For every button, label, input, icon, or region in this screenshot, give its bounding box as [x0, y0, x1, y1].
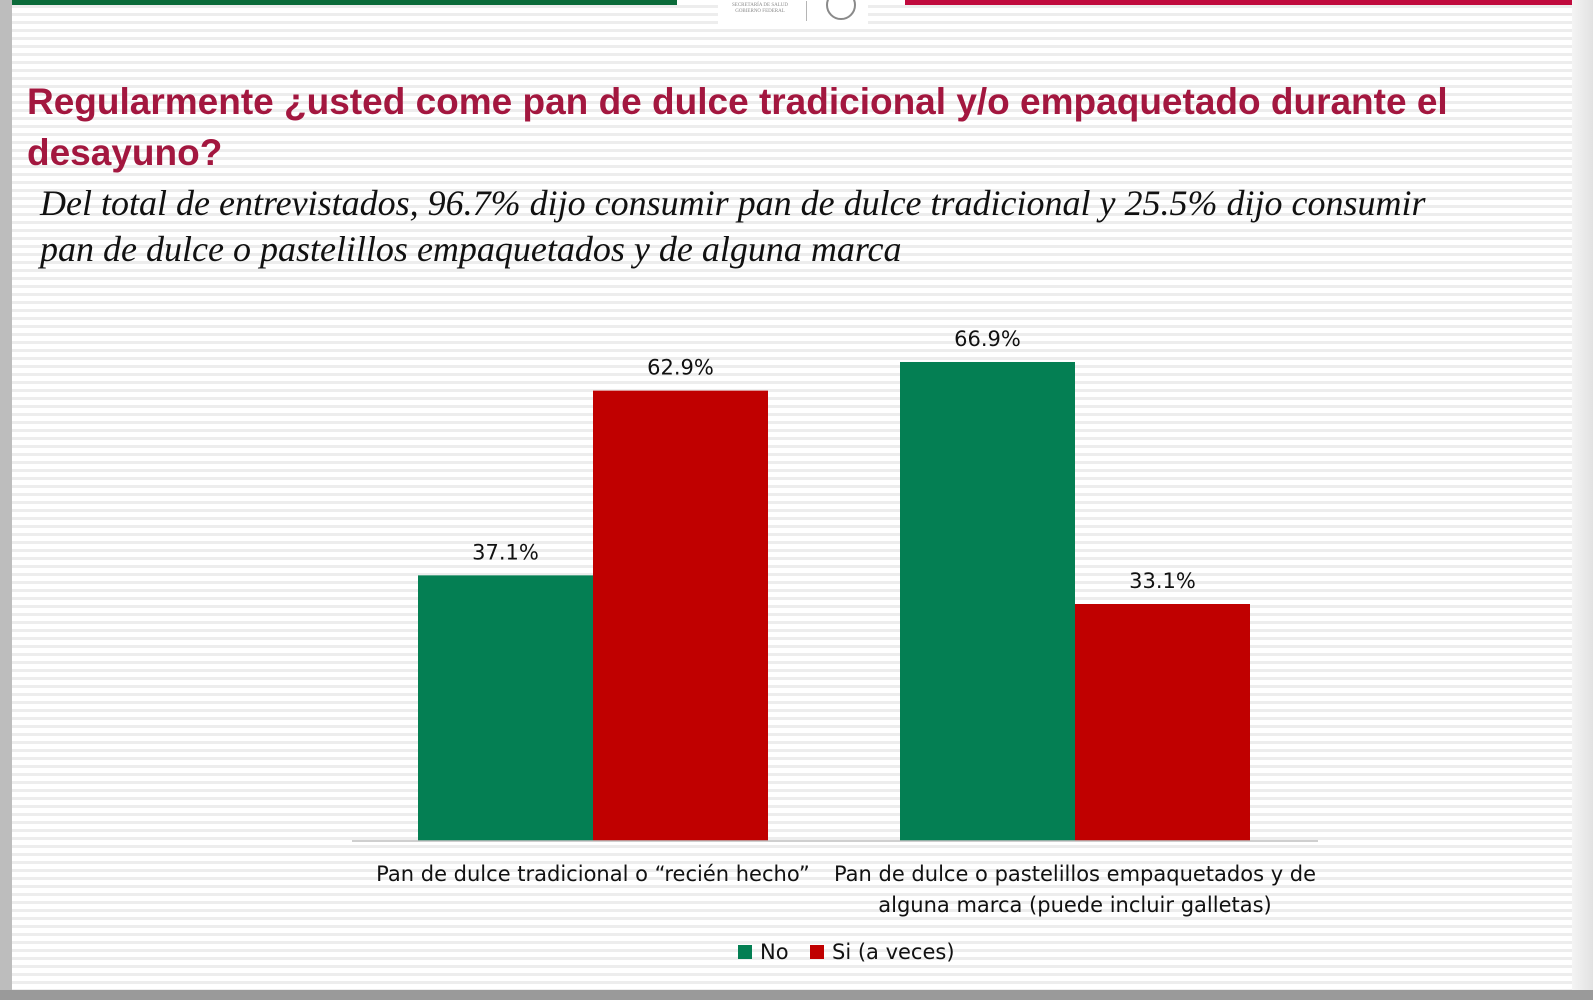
- bar-no-2: [900, 361, 1075, 841]
- data-label: 33.1%: [1129, 569, 1196, 593]
- government-logo: SECRETARÍA DE SALUD GOBIERNO FEDERAL: [718, 0, 868, 24]
- logo-separator: [806, 1, 807, 21]
- window-right-edge: [1572, 0, 1593, 1000]
- category-label: Pan de dulce tradicional o “recién hecho…: [376, 862, 810, 886]
- data-label: 62.9%: [647, 356, 714, 380]
- header-red-band: [905, 0, 1572, 5]
- legend-label: Si (a veces): [832, 940, 955, 964]
- seal-icon: [826, 0, 856, 20]
- data-label: 66.9%: [954, 327, 1021, 351]
- slide-title: Regularmente ¿usted come pan de dulce tr…: [27, 81, 1448, 173]
- bar-no-1: [418, 575, 593, 841]
- value-label-group: 37.1% 66.9% 62.9% 33.1%: [472, 327, 1196, 593]
- slide-subtitle: Del total de entrevistados, 96.7% dijo c…: [40, 183, 1426, 269]
- logo-text: SECRETARÍA DE SALUD GOBIERNO FEDERAL: [732, 3, 788, 14]
- legend: No Si (a veces): [738, 940, 955, 964]
- window-bottom-edge: [0, 990, 1593, 1000]
- category-label: alguna marca (puede incluir galletas): [878, 893, 1271, 917]
- bar-si-2: [1075, 604, 1250, 841]
- header-green-band: [12, 0, 677, 5]
- legend-label: No: [760, 940, 789, 964]
- legend-swatch-si: [810, 945, 824, 959]
- category-label: Pan de dulce o pastelillos empaquetados …: [834, 862, 1316, 886]
- bar-group: [418, 361, 1250, 841]
- slide: SECRETARÍA DE SALUD GOBIERNO FEDERAL Regu…: [12, 0, 1572, 990]
- legend-swatch-no: [738, 945, 752, 959]
- bar-si-1: [593, 390, 768, 841]
- category-label-group: Pan de dulce tradicional o “recién hecho…: [376, 862, 1316, 917]
- data-label: 37.1%: [472, 540, 539, 564]
